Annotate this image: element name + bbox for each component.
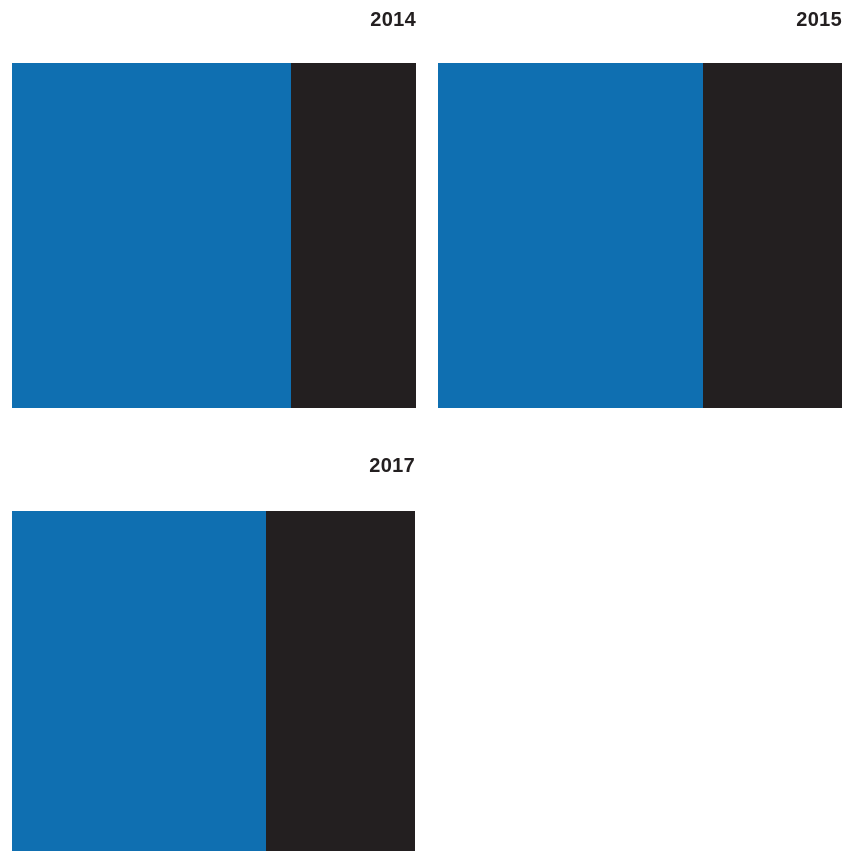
- chart-panel-2015: 2015: [438, 10, 842, 408]
- chart-panel-2017: 2017: [12, 456, 415, 851]
- bar-segment-1: [438, 63, 703, 408]
- panel-title: 2015: [796, 9, 842, 31]
- stacked-bar: [12, 63, 416, 408]
- bar-segment-2: [702, 63, 842, 408]
- bar-segment-1: [12, 511, 266, 851]
- stacked-bar: [438, 63, 842, 408]
- bar-segment-1: [12, 63, 291, 408]
- bar-segment-2: [265, 511, 415, 851]
- chart-panel-2014: 2014: [12, 10, 416, 408]
- bar-segment-2: [290, 63, 416, 408]
- panel-title: 2017: [369, 455, 415, 477]
- stacked-bar: [12, 511, 415, 851]
- panel-title: 2014: [370, 9, 416, 31]
